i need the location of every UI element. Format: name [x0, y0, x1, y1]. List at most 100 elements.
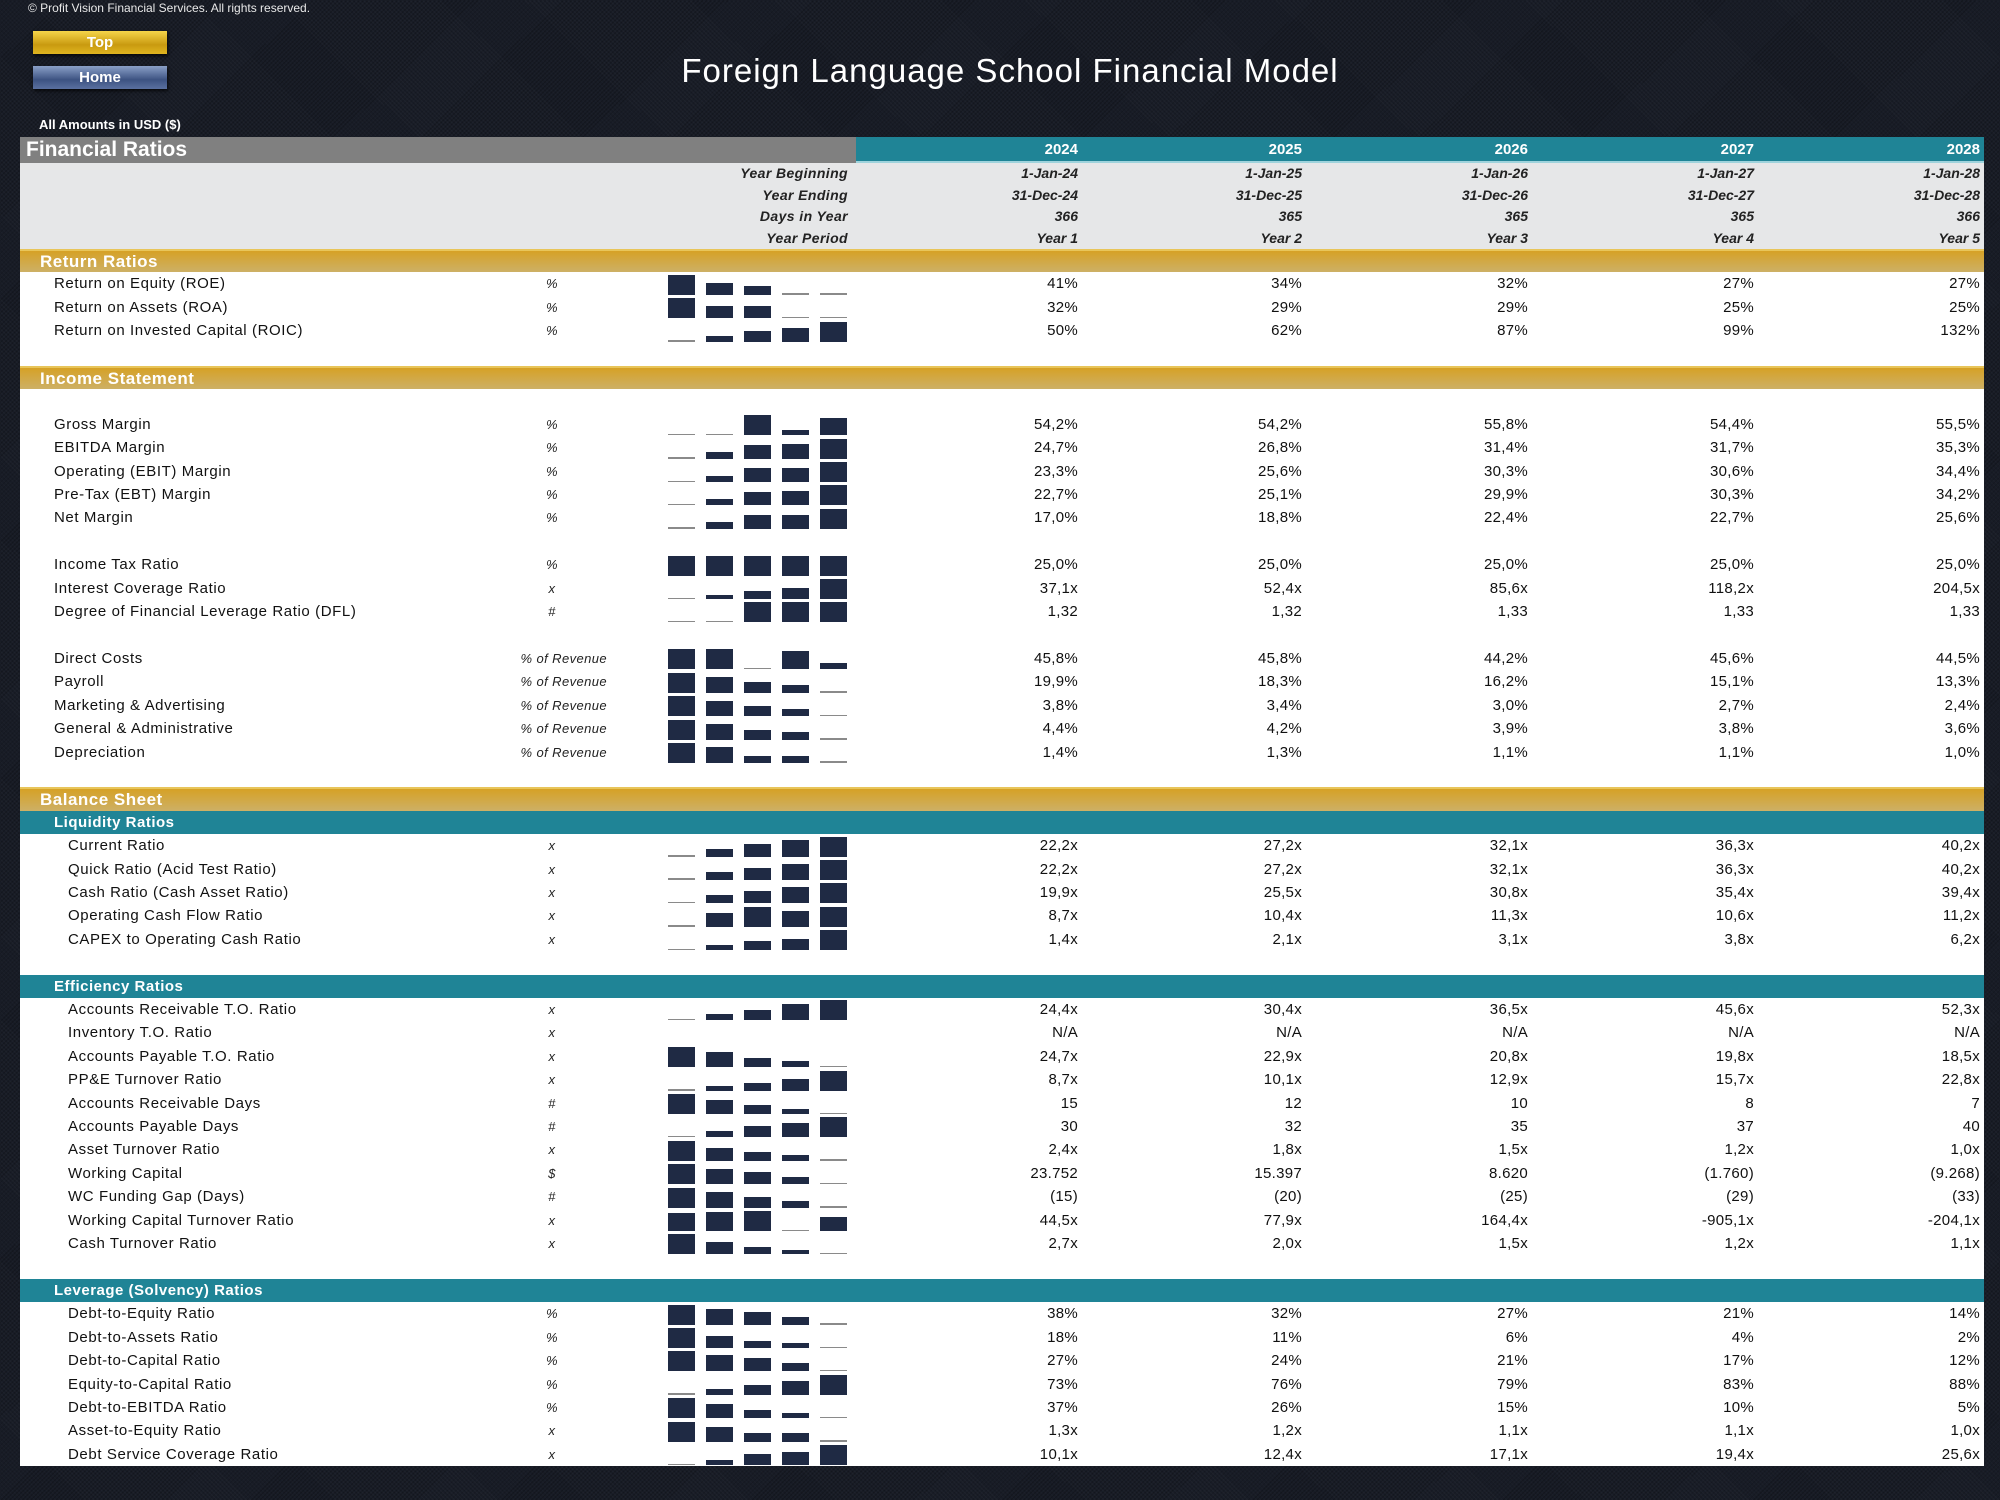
- sparkline-bar: [668, 1463, 695, 1466]
- row-value: 44,5%: [1935, 649, 1980, 667]
- sparkline-bar: [744, 1358, 771, 1372]
- blank-row: [20, 389, 1984, 413]
- row-value: 118,2x: [1708, 579, 1754, 597]
- row-value: 1,2x: [1724, 1235, 1754, 1253]
- row-value: 18%: [1047, 1328, 1078, 1346]
- row-unit: x: [548, 1072, 556, 1088]
- row-value: 1,0x: [1950, 1422, 1980, 1440]
- table-row: Accounts Payable Days #30 32 35 37 40: [20, 1115, 1984, 1139]
- row-value: 26%: [1271, 1398, 1302, 1416]
- sparkline-bar: [820, 1182, 847, 1185]
- sparkline-bar: [782, 316, 809, 319]
- info-value: 31-Dec-27: [1687, 186, 1754, 203]
- row-label: Return on Equity (ROE): [54, 275, 226, 293]
- sparkline-bar: [782, 840, 809, 857]
- info-value: 365: [1504, 208, 1528, 224]
- row-value: 24,7%: [1033, 439, 1078, 457]
- row-value: 30,3%: [1483, 462, 1528, 480]
- row-value: 2,4x: [1048, 1141, 1078, 1159]
- row-unit: %: [546, 557, 558, 573]
- row-value: 25,1%: [1257, 486, 1302, 504]
- row-value: 85,6x: [1489, 579, 1528, 597]
- row-value: 15,7x: [1715, 1071, 1754, 1089]
- info-row: Year Period Year 1 Year 2 Year 3 Year 4 Year …: [20, 228, 1984, 250]
- row-value: 36,3x: [1715, 860, 1754, 878]
- sparkline-bar: [782, 755, 809, 763]
- row-value: 26,8%: [1257, 439, 1302, 457]
- table-row: WC Funding Gap (Days) # (15) (20) (25) (29) (3…: [20, 1185, 1984, 1209]
- row-value: 19,9%: [1033, 673, 1078, 691]
- row-value: 45,8%: [1257, 649, 1302, 667]
- info-value: 31-Dec-24: [1011, 186, 1078, 203]
- sparkline-bar: [706, 700, 733, 717]
- sparkline-bar: [668, 1164, 695, 1185]
- row-value: 10,1x: [1263, 1071, 1302, 1089]
- row-value: 2,1x: [1272, 930, 1302, 948]
- row-value: (20): [1274, 1188, 1302, 1206]
- row-value: 25,6%: [1257, 462, 1302, 480]
- sparkline-bar: [706, 872, 733, 880]
- row-unit: x: [548, 1446, 556, 1462]
- row-value: 27%: [1949, 275, 1980, 293]
- subsection-title: Liquidity Ratios: [54, 813, 175, 831]
- row-value: 12,4x: [1263, 1445, 1302, 1463]
- sparkline-bar: [782, 1079, 809, 1091]
- row-unit: %: [546, 487, 558, 503]
- info-value: 31-Dec-26: [1461, 186, 1528, 203]
- row-value: 25,6x: [1941, 1445, 1980, 1463]
- row-label: Debt-to-Capital Ratio: [68, 1352, 221, 1370]
- sparkline-bar: [668, 274, 695, 295]
- sparkline: [668, 1396, 848, 1419]
- sparkline-bar: [706, 555, 733, 576]
- row-value: (1.760): [1704, 1164, 1754, 1182]
- sparkline: [668, 1419, 848, 1442]
- sparkline-bar: [820, 1416, 847, 1419]
- sparkline-bar: [706, 848, 733, 857]
- row-value: 29%: [1271, 298, 1302, 316]
- sparkline-bar: [706, 895, 733, 904]
- row-value: 10%: [1723, 1398, 1754, 1416]
- top-button[interactable]: Top: [33, 31, 167, 54]
- row-value: 32%: [1047, 298, 1078, 316]
- section-header: Balance Sheet: [20, 787, 1984, 811]
- info-value: 1-Jan-24: [1021, 165, 1078, 181]
- sparkline-bar: [668, 1398, 695, 1419]
- row-value: 3,8%: [1718, 720, 1754, 738]
- row-value: -204,1x: [1927, 1211, 1980, 1229]
- sparkline-bar: [782, 587, 809, 600]
- row-value: 54,2%: [1257, 415, 1302, 433]
- row-unit: x: [548, 1025, 556, 1041]
- row-value: 15.397: [1254, 1164, 1302, 1182]
- row-value: 25,0%: [1483, 556, 1528, 574]
- sparkline-bar: [820, 691, 847, 693]
- row-label: EBITDA Margin: [54, 439, 166, 457]
- sparkline-bar: [706, 1131, 733, 1138]
- row-value: 2%: [1957, 1328, 1980, 1346]
- row-value: 40: [1962, 1118, 1980, 1136]
- sparkline-bar: [744, 667, 771, 670]
- row-value: 19,4x: [1715, 1445, 1754, 1463]
- row-value: 1,1%: [1718, 743, 1754, 761]
- row-value: 45,6%: [1709, 649, 1754, 667]
- sparkline-bar: [782, 732, 809, 740]
- sparkline-bar: [744, 1151, 771, 1161]
- row-value: N/A: [1052, 1024, 1078, 1042]
- sparkline: [668, 1045, 848, 1068]
- table-row: Interest Coverage Ratio x 37,1x 52,4x 85,6x 1…: [20, 576, 1984, 601]
- sparkline-bar: [706, 1052, 733, 1068]
- row-value: 32,1x: [1489, 860, 1528, 878]
- table-row: Equity-to-Capital Ratio% 73% 76% 79% 83% 88%: [20, 1372, 1984, 1396]
- sparkline-bar: [744, 890, 771, 904]
- row-value: 32,1x: [1489, 837, 1528, 855]
- sparkline-bar: [820, 738, 847, 740]
- sparkline-bar: [668, 457, 695, 459]
- home-button[interactable]: Home: [33, 66, 167, 89]
- sparkline: [668, 553, 848, 576]
- info-value: 1-Jan-28: [1923, 165, 1980, 181]
- sparkline-bar: [706, 498, 733, 506]
- sparkline-bar: [744, 1454, 771, 1466]
- sparkline-bar: [668, 696, 695, 717]
- blank-row: [20, 623, 1984, 647]
- sparkline-bar: [782, 1177, 809, 1185]
- sparkline-bar: [706, 1192, 733, 1208]
